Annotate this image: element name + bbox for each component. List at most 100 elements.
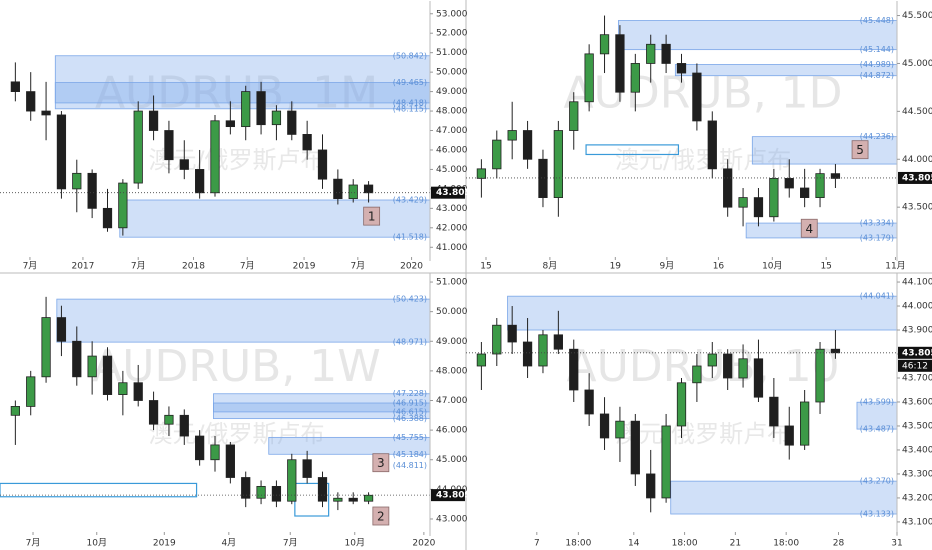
y-tick-label: 45.500: [902, 11, 932, 21]
zone: [268, 436, 430, 455]
candle-body: [225, 120, 235, 128]
candle-body: [210, 120, 220, 194]
x-tick-label: 2019: [293, 262, 316, 272]
price-badge: [898, 346, 932, 359]
candle-body: [522, 341, 533, 367]
x-tick-label: 7月: [26, 538, 41, 549]
level-label: (45.184): [393, 450, 427, 459]
x-tick-label: 31: [891, 539, 902, 549]
y-tick-label: 43.000: [436, 204, 468, 214]
watermark-subtitle: 澳元/俄罗斯卢布: [148, 420, 324, 448]
plot-area: AUDRUB, 10 澳元/俄罗斯卢布: [466, 295, 897, 515]
plot-area: AUDRUB, 1M 澳元/俄罗斯卢布: [0, 55, 430, 238]
candle-body: [830, 173, 841, 179]
candle-body: [26, 376, 36, 407]
candle-body: [522, 130, 533, 160]
zone: [751, 136, 897, 165]
watermark-subtitle: 澳元/俄罗斯卢布: [615, 146, 791, 174]
candle-body: [738, 358, 748, 379]
candle-body: [56, 317, 67, 342]
x-tick-label: 16: [713, 262, 725, 272]
level-label: (46.388): [393, 414, 427, 423]
x-tick-label: 21: [730, 539, 741, 549]
candle-body: [148, 110, 159, 131]
candle-body: [753, 358, 764, 398]
level-label: (43.599): [860, 398, 894, 407]
x-tick-label: 10月: [762, 261, 782, 272]
candle-body: [569, 348, 579, 391]
level-label: (48.971): [393, 338, 427, 347]
candle-body: [800, 187, 810, 198]
y-tick-label: 43.500: [902, 203, 932, 213]
watermark: AUDRUB, 1M: [95, 68, 378, 119]
x-tick-label: 7月: [350, 261, 365, 272]
candle-body: [584, 53, 594, 103]
price-label: 43.805: [902, 348, 932, 358]
y-tick-label: 50.000: [436, 307, 468, 317]
candle-body: [630, 420, 640, 475]
candle-body: [363, 494, 374, 502]
level-label: (44.811): [393, 461, 427, 470]
candle-body: [815, 348, 825, 403]
candle-body: [692, 72, 702, 122]
marker-box: [851, 140, 869, 160]
candle-body: [800, 401, 810, 446]
marker-box: [363, 206, 381, 226]
x-tick-label: 7月: [23, 261, 38, 272]
candle-body: [492, 139, 502, 170]
y-tick-label: 44.500: [902, 107, 932, 117]
candle-body: [348, 497, 358, 502]
y-tick-label: 43.000: [436, 514, 468, 524]
y-tick-label: 44.000: [902, 155, 932, 165]
level-label: (45.144): [860, 45, 894, 54]
candle-body: [599, 413, 610, 439]
candle-body: [133, 382, 143, 401]
countdown-badge: [898, 359, 932, 372]
zone: [856, 401, 897, 430]
price-label: 43.805: [436, 188, 471, 198]
x-tick-label: 9月: [660, 261, 675, 272]
candle-body: [10, 81, 20, 92]
candle-body: [615, 34, 625, 93]
candle-body: [26, 91, 36, 112]
y-tick-label: 42.000: [436, 223, 468, 233]
zone: [56, 298, 430, 343]
countdown-label: 46:12: [902, 361, 928, 371]
candle-body: [41, 110, 51, 116]
y-tick-label: 44.100: [902, 278, 932, 288]
candle-body: [661, 425, 671, 499]
price-badge: [431, 186, 465, 199]
x-tick-label: 28: [833, 539, 845, 549]
y-tick-label: 50.000: [436, 68, 468, 78]
y-tick-label: 43.200: [902, 493, 932, 503]
marker-box: [372, 453, 390, 473]
x-tick-label: 7月: [131, 261, 146, 272]
candle-body: [195, 169, 205, 194]
price-label: 43.805: [436, 491, 471, 501]
y-tick-label: 41.000: [436, 243, 468, 253]
candle-body: [118, 382, 128, 395]
y-tick-label: 46.000: [436, 426, 468, 436]
candle-body: [707, 353, 717, 367]
candle-body: [553, 334, 563, 350]
candle-body: [56, 114, 67, 190]
candle-body: [492, 324, 502, 355]
candle-body: [769, 178, 779, 218]
y-tick-label: 43.700: [902, 373, 932, 383]
x-tick-label: 10月: [345, 538, 365, 549]
price-badge: [898, 171, 932, 184]
x-tick-label: 4月: [221, 538, 236, 549]
y-tick-label: 43.100: [902, 517, 932, 527]
candle-body: [41, 317, 51, 378]
y-tick-label: 43.400: [902, 445, 932, 455]
candle-body: [723, 168, 733, 208]
zone: [745, 222, 897, 239]
level-label: (43.487): [860, 425, 894, 434]
x-tick-label: 2019: [153, 539, 176, 549]
candle-body: [118, 182, 128, 229]
level-label: (50.423): [393, 295, 427, 304]
y-tick-label: 52.000: [436, 29, 468, 39]
candle-body: [348, 184, 358, 200]
candle-body: [102, 355, 113, 395]
